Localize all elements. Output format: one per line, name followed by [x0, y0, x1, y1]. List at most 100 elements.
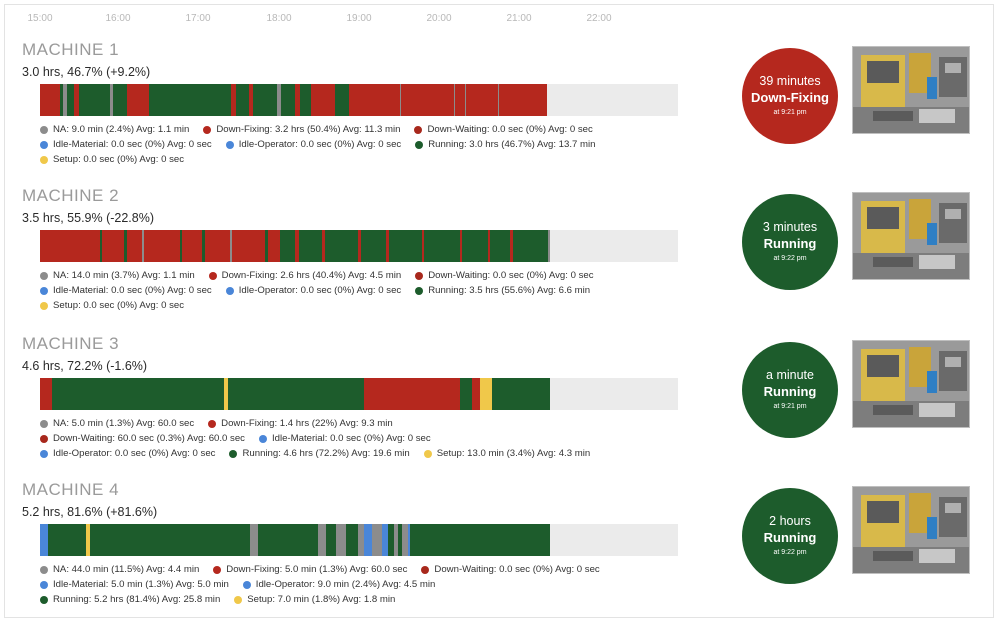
machine-camera-thumbnail[interactable] — [852, 46, 970, 134]
timeline-segment-idle-operator[interactable] — [382, 524, 388, 556]
timeline-segment-na[interactable] — [250, 524, 258, 556]
timeline-segment-down-fixing[interactable] — [472, 378, 480, 410]
timeline-segment-running[interactable] — [281, 84, 295, 116]
timeline-segment-down-fixing[interactable] — [311, 84, 335, 116]
timeline-segment-running[interactable] — [228, 378, 236, 410]
timeline-segment-setup[interactable] — [224, 378, 228, 410]
timeline-segment-na[interactable] — [277, 84, 281, 116]
timeline-segment-setup[interactable] — [486, 378, 492, 410]
timeline-segment-na[interactable] — [372, 524, 382, 556]
timeline-segment-running[interactable] — [100, 230, 102, 262]
machine-camera-thumbnail[interactable] — [852, 192, 970, 280]
timeline-segment-down-fixing[interactable] — [422, 230, 424, 262]
timeline-segment-na[interactable] — [402, 524, 408, 556]
timeline-segment-na[interactable] — [318, 524, 326, 556]
timeline-segment-running[interactable] — [308, 378, 364, 410]
state-timeline-bar[interactable] — [40, 230, 678, 262]
timeline-segment-na[interactable] — [548, 230, 550, 262]
timeline-segment-down-fixing[interactable] — [322, 230, 325, 262]
legend-item: Down-Fixing: 1.4 hrs (22%) Avg: 9.3 min — [208, 418, 393, 429]
timeline-segment-idle-material[interactable] — [40, 524, 48, 556]
machine-camera-thumbnail[interactable] — [852, 340, 970, 428]
timeline-segment-na[interactable] — [358, 524, 364, 556]
state-legend: NA: 5.0 min (1.3%) Avg: 60.0 sec Down-Fix… — [40, 416, 710, 461]
timeline-segment-down-fixing[interactable] — [380, 378, 460, 410]
timeline-segment-down-fixing[interactable] — [295, 230, 299, 262]
timeline-segment-running[interactable] — [79, 84, 110, 116]
timeline-segment-running[interactable] — [149, 84, 231, 116]
state-timeline-bar[interactable] — [40, 524, 678, 556]
state-timeline-bar[interactable] — [40, 84, 678, 116]
timeline-segment-running[interactable] — [124, 230, 127, 262]
timeline-segment-down-fixing[interactable] — [40, 84, 60, 116]
timeline-segment-running[interactable] — [410, 524, 550, 556]
timeline-segment-running[interactable] — [268, 378, 308, 410]
timeline-segment-na[interactable] — [498, 84, 499, 116]
timeline-segment-down-fixing[interactable] — [231, 84, 236, 116]
timeline-segment-down-fixing[interactable] — [364, 378, 380, 410]
legend-item: Running: 5.2 hrs (81.4%) Avg: 25.8 min — [40, 594, 220, 605]
timeline-segment-down-fixing[interactable] — [460, 230, 462, 262]
timeline-segment-na[interactable] — [336, 524, 346, 556]
timeline-segment-down-fixing[interactable] — [357, 84, 547, 116]
timeline-segment-running[interactable] — [258, 524, 318, 556]
machine-summary: 5.2 hrs, 81.6% (+81.6%) — [22, 505, 158, 519]
timeline-segment-running[interactable] — [253, 84, 277, 116]
timeline-segment-down-fixing[interactable] — [488, 230, 490, 262]
timeline-segment-down-fixing[interactable] — [249, 84, 253, 116]
status-duration: 2 hours — [769, 514, 811, 528]
timeline-segment-down-fixing[interactable] — [358, 230, 361, 262]
timeline-segment-running[interactable] — [180, 230, 182, 262]
current-status-badge: 2 hours Running at 9:22 pm — [742, 488, 838, 584]
timeline-segment-running[interactable] — [265, 230, 268, 262]
timeline-segment-na[interactable] — [142, 230, 144, 262]
timeline-segment-running[interactable] — [52, 378, 224, 410]
timeline-segment-running[interactable] — [60, 84, 63, 116]
timeline-segment-down-fixing[interactable] — [295, 84, 300, 116]
legend-dot-icon — [40, 565, 48, 574]
machine-camera-thumbnail[interactable] — [852, 486, 970, 574]
timeline-segment-running[interactable] — [326, 524, 336, 556]
timeline-segment-running[interactable] — [90, 524, 250, 556]
timeline-segment-running[interactable] — [335, 84, 349, 116]
timeline-segment-running[interactable] — [48, 524, 86, 556]
timeline-segment-na[interactable] — [394, 524, 398, 556]
timeline-segment-setup[interactable] — [86, 524, 90, 556]
timeline-segment-idle-operator[interactable] — [364, 524, 372, 556]
timeline-segment-down-fixing[interactable] — [40, 378, 52, 410]
timeline-segment-running[interactable] — [346, 524, 358, 556]
timeline-segment-down-fixing[interactable] — [510, 230, 513, 262]
timeline-segment-na[interactable] — [110, 84, 113, 116]
timeline-segment-na[interactable] — [454, 84, 455, 116]
timeline-segment-running[interactable] — [300, 84, 311, 116]
legend-text: Idle-Operator: 9.0 min (2.4%) Avg: 4.5 m… — [255, 579, 436, 590]
timeline-segment-running[interactable] — [460, 378, 472, 410]
timeline-segment-running[interactable] — [492, 378, 500, 410]
timeline-segment-down-fixing[interactable] — [349, 84, 357, 116]
timeline-segment-running[interactable] — [388, 524, 394, 556]
legend-item: NA: 44.0 min (11.5%) Avg: 4.4 min — [40, 564, 199, 575]
timeline-segment-down-fixing[interactable] — [40, 230, 280, 262]
timeline-segment-running[interactable] — [500, 378, 550, 410]
timeline-segment-running[interactable] — [113, 84, 127, 116]
legend-dot-icon — [229, 449, 238, 458]
legend-text: NA: 5.0 min (1.3%) Avg: 60.0 sec — [53, 418, 195, 429]
legend-item: Setup: 0.0 sec (0%) Avg: 0 sec — [40, 154, 184, 165]
timeline-segment-running[interactable] — [67, 84, 74, 116]
timeline-segment-down-fixing[interactable] — [127, 84, 149, 116]
timeline-segment-setup[interactable] — [480, 378, 486, 410]
legend-item: Setup: 0.0 sec (0%) Avg: 0 sec — [40, 300, 184, 311]
timeline-segment-na[interactable] — [63, 84, 67, 116]
timeline-segment-running[interactable] — [398, 524, 402, 556]
state-timeline-bar[interactable] — [40, 378, 678, 410]
timeline-segment-running[interactable] — [236, 84, 249, 116]
timeline-segment-running[interactable] — [202, 230, 205, 262]
timeline-segment-running[interactable] — [236, 378, 268, 410]
timeline-segment-idle-operator[interactable] — [408, 524, 410, 556]
timeline-segment-na[interactable] — [230, 230, 232, 262]
timeline-segment-na[interactable] — [400, 84, 401, 116]
timeline-segment-na[interactable] — [465, 84, 466, 116]
timeline-segment-down-fixing[interactable] — [74, 84, 79, 116]
timeline-segment-running[interactable] — [280, 230, 550, 262]
timeline-segment-down-fixing[interactable] — [386, 230, 389, 262]
